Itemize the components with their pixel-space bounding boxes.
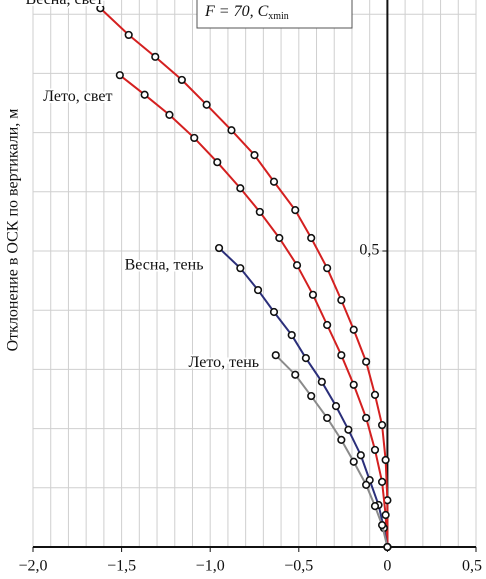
- marker: [331, 402, 341, 411]
- condition-main: F = 70, C: [204, 3, 269, 20]
- marker: [227, 126, 236, 135]
- marker: [124, 30, 133, 40]
- marker: [255, 207, 264, 217]
- marker: [370, 390, 380, 399]
- marker: [370, 502, 380, 511]
- marker: [292, 261, 302, 270]
- marker: [344, 425, 353, 434]
- marker: [377, 420, 387, 430]
- marker: [140, 90, 149, 99]
- marker: [275, 233, 284, 243]
- marker: [362, 357, 371, 366]
- marker: [323, 320, 332, 330]
- marker: [253, 285, 263, 295]
- condition-sub: xmin: [268, 11, 289, 22]
- condition-box-text: F = 70, Cxmin: [204, 3, 289, 23]
- series-line: [119, 74, 389, 548]
- marker: [214, 243, 224, 253]
- marker: [250, 151, 259, 160]
- marker: [291, 370, 300, 379]
- marker: [213, 158, 222, 167]
- marker: [301, 354, 310, 363]
- series-line: [275, 354, 389, 548]
- marker: [370, 445, 380, 455]
- marker: [202, 100, 211, 109]
- marker: [349, 380, 358, 389]
- marker: [115, 71, 124, 80]
- marker: [307, 391, 316, 401]
- series-line: [218, 247, 389, 548]
- marker: [349, 325, 358, 334]
- marker: [362, 413, 371, 423]
- series-label: Весна, тень: [125, 257, 204, 274]
- marker: [377, 477, 387, 486]
- x-tick-label: 0: [383, 558, 391, 575]
- condition-box: [196, 0, 353, 29]
- x-tick-label: −2,0: [18, 558, 47, 575]
- series-label: Весна, свет: [26, 0, 104, 8]
- marker: [383, 542, 392, 552]
- series-line: [99, 7, 389, 547]
- x-tick-label: −1,5: [107, 558, 136, 575]
- marker: [381, 455, 390, 465]
- marker: [269, 177, 279, 186]
- marker: [337, 435, 346, 444]
- marker: [308, 290, 318, 299]
- x-tick-label: −1,0: [196, 558, 225, 575]
- y-axis-label: Отклонение в ОСК по вертикали, м: [5, 109, 22, 352]
- marker: [96, 4, 105, 13]
- y-tick-label: 0,5: [359, 242, 379, 259]
- marker: [317, 377, 326, 386]
- marker: [307, 233, 316, 243]
- marker: [177, 75, 186, 85]
- marker: [165, 110, 174, 119]
- x-tick-label: 0,5: [462, 558, 482, 575]
- marker: [337, 296, 346, 305]
- x-tick-label: −0,5: [284, 558, 313, 575]
- marker: [323, 264, 332, 273]
- marker: [151, 52, 160, 61]
- marker: [236, 184, 245, 193]
- marker: [337, 351, 346, 360]
- marker: [362, 480, 371, 489]
- marker: [190, 133, 199, 143]
- marker: [349, 457, 358, 466]
- marker: [381, 510, 390, 520]
- series-label: Лето, свет: [43, 88, 112, 105]
- marker: [287, 330, 296, 340]
- marker: [236, 264, 245, 273]
- marker: [291, 206, 300, 215]
- marker: [269, 307, 279, 317]
- marker: [271, 351, 280, 360]
- marker: [356, 451, 365, 460]
- marker: [323, 413, 332, 423]
- marker: [377, 520, 387, 530]
- series-label: Лето, тень: [188, 354, 259, 371]
